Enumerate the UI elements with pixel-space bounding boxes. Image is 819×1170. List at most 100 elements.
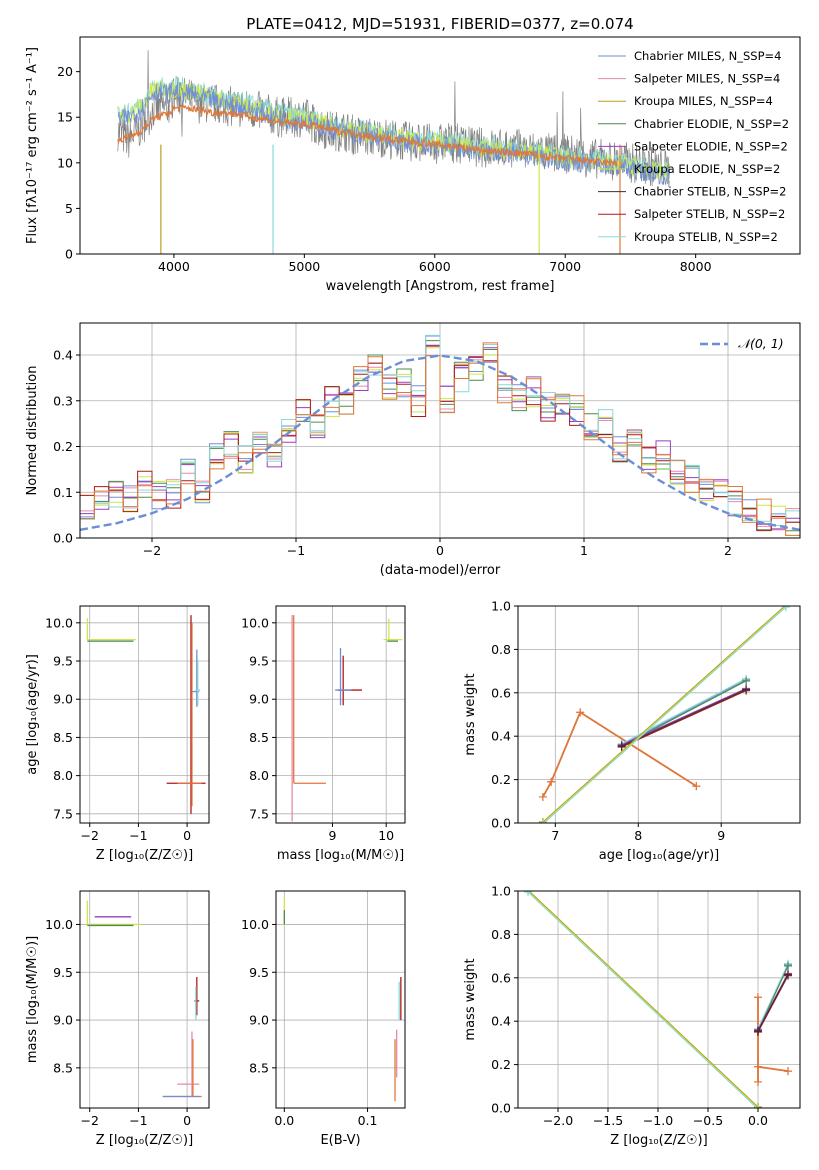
weight-z-series-line xyxy=(527,891,758,1108)
legend-label: Kroupa ELODIE, N_SSP=2 xyxy=(634,162,780,176)
age-vs-mass-panel: 9 10 7.5 8.0 8.5 9.0 9.5 10.0 mass [log₁₀(M/M☉)] xyxy=(241,605,406,863)
age-mass-xtick-label: 9 xyxy=(328,828,336,843)
age-z-ytick-label: 8.0 xyxy=(53,768,73,783)
mass-z-ytick-label: 9.0 xyxy=(53,1013,73,1028)
legend-label: Salpeter ELODIE, N_SSP=2 xyxy=(634,139,788,153)
weight-z-point-marker xyxy=(754,1077,762,1086)
age-vs-metallicity-panel: −2 −1 0 7.5 8.0 8.5 9.0 9.5 10.0 Z [log₁₀(Z/Z☉)] a… xyxy=(25,605,210,863)
mass-vs-metallicity-panel: −2 −1 0 8.5 9.0 9.5 10.0 Z [log₁₀(Z/Z☉)] mass [l… xyxy=(25,890,210,1148)
weight-age-point-marker xyxy=(617,741,626,750)
mass-z-ytick-label: 9.5 xyxy=(53,965,73,980)
weight-z-ytick-label: 0.2 xyxy=(491,1057,511,1072)
weight-z-point-marker xyxy=(757,1105,759,1108)
age-z-frame xyxy=(79,605,210,824)
residuals-xtick-label: 1 xyxy=(580,543,588,558)
mass-ebv-ytick-label: 8.5 xyxy=(249,1060,269,1075)
weight-age-point-marker xyxy=(547,777,556,786)
weight-z-frame xyxy=(517,890,801,1109)
weight-age-point-marker xyxy=(692,782,701,791)
weight-age-xtick-label: 9 xyxy=(717,828,725,843)
mass-ebv-xlabel: E(B-V) xyxy=(320,1133,360,1148)
weight-age-ytick-label: 0.0 xyxy=(491,816,511,831)
age-mass-xtick-label: 10 xyxy=(378,828,394,843)
weight-age-point-marker xyxy=(576,708,585,717)
age-z-ytick-label: 10.0 xyxy=(45,615,73,630)
weight-age-point-marker xyxy=(742,685,751,694)
spectrum-xlabel: wavelength [Angstrom, rest frame] xyxy=(326,279,555,294)
spectrum-ytick-label: 0 xyxy=(65,247,73,262)
legend-label: 𝒩(0, 1) xyxy=(738,336,784,351)
spectrum-ytick-label: 5 xyxy=(65,201,73,216)
age-mass-ytick-label: 8.0 xyxy=(249,768,269,783)
residuals-ytick-label: 0.1 xyxy=(53,485,73,500)
residual-histogram-panel: −2 −1 0 1 2 0.0 0.1 0.2 0.3 0.4 (data-model)/error… xyxy=(25,322,801,578)
age-z-ytick-label: 9.0 xyxy=(53,692,73,707)
residuals-xtick-label: −2 xyxy=(143,543,161,558)
weight-z-ytick-label: 0.4 xyxy=(491,1014,511,1029)
spectrum-frame xyxy=(79,36,801,255)
weight-age-ytick-label: 0.4 xyxy=(491,729,511,744)
weight-z-ylabel: mass weight xyxy=(463,958,478,1040)
age-mass-ytick-label: 9.5 xyxy=(249,654,269,669)
residuals-ytick-label: 0.4 xyxy=(53,348,73,363)
weight-age-series-line xyxy=(542,606,787,823)
mass-ebv-xtick-label: 0.1 xyxy=(358,1113,378,1128)
spectrum-xtick-label: 6000 xyxy=(419,259,451,274)
weight-age-frame xyxy=(517,605,801,824)
mass-vs-extinction-panel: 0.0 0.1 8.5 9.0 9.5 10.0 E(B-V) xyxy=(241,890,406,1148)
mass-ebv-xtick-label: 0.0 xyxy=(274,1113,294,1128)
weight-z-point-marker xyxy=(754,1062,762,1071)
weight-age-series-line xyxy=(543,606,787,823)
weight-age-point-marker xyxy=(781,606,790,612)
weight-z-point-marker xyxy=(784,961,792,970)
age-z-ylabel: age [log₁₀(age/yr)] xyxy=(25,654,40,775)
weight-age-point-marker xyxy=(742,676,751,685)
clip-age-mass-area xyxy=(291,615,403,822)
weight-z-series-line xyxy=(528,891,759,1108)
age-mass-ytick-label: 7.5 xyxy=(249,806,269,821)
weight-age-ytick-label: 1.0 xyxy=(491,599,511,614)
mass-ebv-ytick-label: 10.0 xyxy=(241,917,269,932)
spectrum-data-line xyxy=(117,50,670,187)
weight-age-series-line xyxy=(621,678,747,745)
spectrum-ytick-label: 15 xyxy=(57,110,73,125)
clip-mass-ebv-area xyxy=(283,897,402,1102)
residuals-xtick-label: −1 xyxy=(287,543,305,558)
weight-z-xtick-label: 0.0 xyxy=(748,1113,768,1128)
age-mass-ytick-label: 9.0 xyxy=(249,692,269,707)
age-mass-frame xyxy=(275,605,406,824)
normal-curve-line xyxy=(80,354,800,531)
residuals-ytick-label: 0.2 xyxy=(53,439,73,454)
legend-label: Chabrier ELODIE, N_SSP=2 xyxy=(634,117,789,131)
weight-z-xlabel: Z [log₁₀(Z/Z☉)] xyxy=(610,1133,707,1148)
weight-z-ytick-label: 1.0 xyxy=(491,884,511,899)
weight-z-point-marker xyxy=(754,1026,762,1035)
legend-label: Salpeter MILES, N_SSP=4 xyxy=(634,72,780,86)
legend-label: Chabrier STELIB, N_SSP=2 xyxy=(634,185,786,199)
weight-age-point-marker xyxy=(538,792,547,801)
mass-z-xtick-label: 0 xyxy=(183,1113,191,1128)
age-z-xlabel: Z [log₁₀(Z/Z☉)] xyxy=(96,848,193,863)
weight-z-xtick-label: −1.5 xyxy=(593,1113,623,1128)
weight-z-xtick-label: −1.0 xyxy=(643,1113,673,1128)
weight-age-ylabel: mass weight xyxy=(463,673,478,755)
weight-age-series-line xyxy=(621,689,747,747)
residuals-xtick-label: 0 xyxy=(436,543,444,558)
spectrum-ylabel: Flux [fλ10⁻¹⁷ erg cm⁻² s⁻¹ A⁻¹] xyxy=(25,47,40,244)
weight-z-series-line xyxy=(757,974,789,1032)
age-mass-ytick-label: 10.0 xyxy=(241,615,269,630)
residuals-xlabel: (data-model)/error xyxy=(380,563,501,578)
weight-z-point-marker xyxy=(784,1067,792,1076)
residuals-ytick-label: 0.0 xyxy=(53,531,73,546)
weight-age-series-line xyxy=(542,710,697,798)
weight-age-ytick-label: 0.8 xyxy=(491,642,511,657)
weight-z-series-line xyxy=(757,997,789,1082)
mass-z-frame xyxy=(79,890,210,1109)
age-z-ytick-label: 7.5 xyxy=(53,806,73,821)
mass-z-ytick-label: 8.5 xyxy=(53,1060,73,1075)
weight-age-ytick-label: 0.6 xyxy=(491,685,511,700)
age-mass-ytick-label: 8.5 xyxy=(249,730,269,745)
mass-z-xtick-label: −2 xyxy=(81,1113,99,1128)
mass-weight-vs-age-panel: 7 8 9 0.0 0.2 0.4 0.6 0.8 1.0 age [log₁₀(age/yr)]… xyxy=(463,599,801,863)
clip-spec-area xyxy=(117,50,670,254)
